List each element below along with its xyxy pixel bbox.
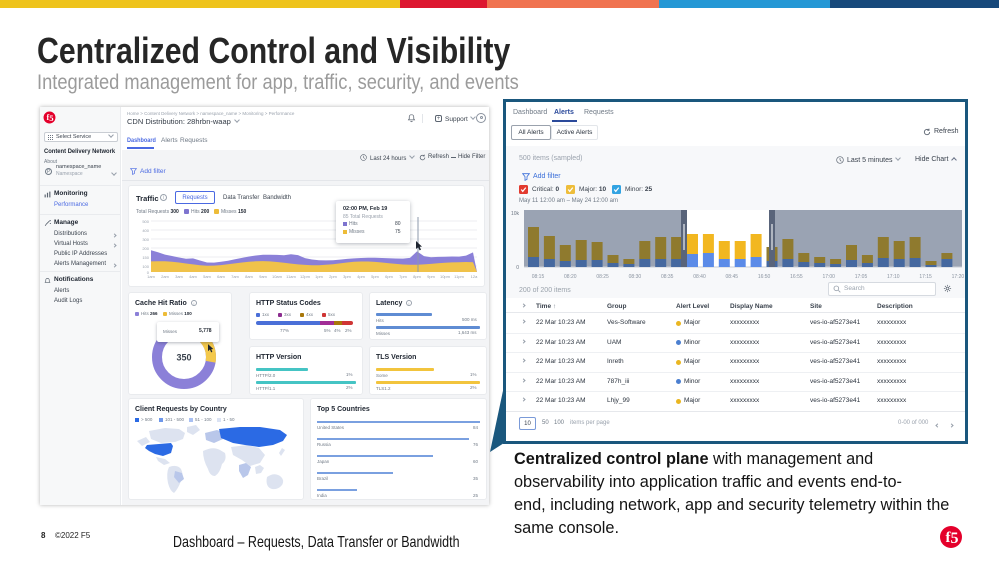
svg-text:4am: 4am xyxy=(189,274,197,279)
svg-text:8am: 8am xyxy=(245,274,253,279)
svg-text:10k: 10k xyxy=(511,211,520,217)
svg-text:08:40: 08:40 xyxy=(693,274,706,280)
svg-text:08:15: 08:15 xyxy=(532,274,545,280)
svg-text:9am: 9am xyxy=(259,274,267,279)
svg-text:08:45: 08:45 xyxy=(726,274,739,280)
svg-text:1pm: 1pm xyxy=(315,274,323,279)
svg-text:150: 150 xyxy=(142,255,149,260)
svg-text:f: f xyxy=(946,530,952,546)
svg-text:10am: 10am xyxy=(272,274,283,279)
svg-text:17:05: 17:05 xyxy=(855,274,868,280)
svg-text:7am: 7am xyxy=(231,274,239,279)
svg-text:11am: 11am xyxy=(286,274,296,279)
svg-text:200: 200 xyxy=(142,246,149,251)
svg-text:2am: 2am xyxy=(161,274,169,279)
svg-text:5pm: 5pm xyxy=(371,274,379,279)
svg-text:3pm: 3pm xyxy=(343,274,351,279)
svg-text:6pm: 6pm xyxy=(385,274,393,279)
svg-text:08:35: 08:35 xyxy=(661,274,674,280)
svg-text:5: 5 xyxy=(951,530,959,547)
svg-text:17:20: 17:20 xyxy=(952,274,965,280)
svg-text:17:10: 17:10 xyxy=(887,274,900,280)
svg-text:7pm: 7pm xyxy=(399,274,407,279)
svg-text:4pm: 4pm xyxy=(357,274,365,279)
svg-text:9pm: 9pm xyxy=(427,274,435,279)
svg-text:08:20: 08:20 xyxy=(564,274,577,280)
svg-text:100: 100 xyxy=(142,264,149,269)
svg-text:0: 0 xyxy=(516,265,519,271)
svg-text:10pm: 10pm xyxy=(440,274,451,279)
svg-text:12a: 12a xyxy=(471,274,478,279)
svg-text:16:50: 16:50 xyxy=(758,274,771,280)
svg-text:300: 300 xyxy=(142,237,149,242)
svg-text:11pm: 11pm xyxy=(454,274,464,279)
svg-text:400: 400 xyxy=(142,228,149,233)
svg-text:17:00: 17:00 xyxy=(822,274,835,280)
svg-text:5am: 5am xyxy=(203,274,211,279)
svg-text:0: 0 xyxy=(147,270,150,275)
svg-text:17:15: 17:15 xyxy=(919,274,932,280)
svg-text:1am: 1am xyxy=(147,274,155,279)
svg-text:6am: 6am xyxy=(217,274,225,279)
svg-text:08:30: 08:30 xyxy=(629,274,642,280)
svg-text:5: 5 xyxy=(49,113,54,123)
svg-text:16:55: 16:55 xyxy=(790,274,803,280)
svg-text:f: f xyxy=(47,113,50,122)
svg-text:500: 500 xyxy=(142,219,149,224)
svg-text:8pm: 8pm xyxy=(413,274,421,279)
svg-text:350: 350 xyxy=(176,353,191,363)
svg-text:2pm: 2pm xyxy=(329,274,337,279)
svg-text:12pm: 12pm xyxy=(300,274,311,279)
svg-text:08:25: 08:25 xyxy=(596,274,609,280)
svg-text:3am: 3am xyxy=(175,274,183,279)
